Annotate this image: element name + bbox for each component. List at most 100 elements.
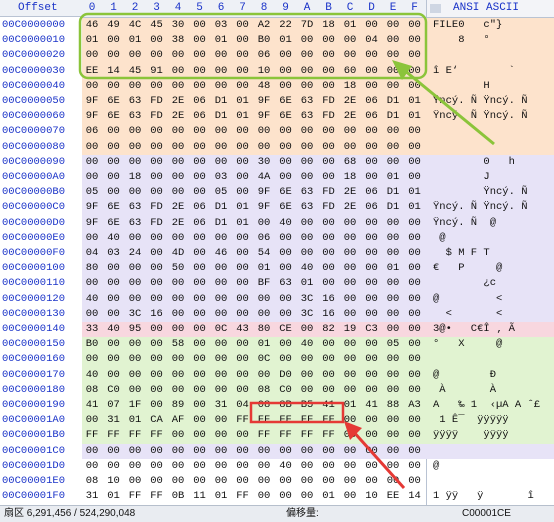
hex-byte[interactable]: 00 [85,444,99,457]
hex-byte[interactable]: 00 [365,262,378,275]
hex-byte[interactable]: 00 [300,368,314,381]
hex-byte[interactable]: EE [85,64,99,77]
hex-byte[interactable]: 00 [193,262,206,275]
hex-byte[interactable]: 01 [322,490,335,503]
hex-byte[interactable]: 00 [150,171,163,183]
hex-byte[interactable]: 91 [150,64,163,77]
hex-byte[interactable]: 00 [193,231,206,244]
hex-byte[interactable]: 00 [150,353,163,366]
hex-byte[interactable]: 00 [107,277,120,290]
hex-byte[interactable]: 00 [150,383,163,396]
hex-byte[interactable]: 10 [365,490,378,503]
hex-byte[interactable]: 04 [365,34,378,47]
hex-byte[interactable]: 00 [279,490,292,503]
hex-byte[interactable]: 16 [322,292,335,305]
hex-byte[interactable]: 00 [85,49,99,62]
hex-row[interactable]: 00C0000030 EE 14 45 91 00 00 00 00 10 00 00 00 60 00 00… [0,64,554,79]
hex-byte[interactable]: FF [322,414,335,427]
hex-byte[interactable]: 00 [171,140,185,153]
hex-byte[interactable]: 00 [365,459,378,472]
hex-byte[interactable]: CE [279,323,292,335]
hex-byte[interactable]: C0 [107,383,120,396]
hex-byte[interactable]: 00 [171,292,185,305]
hex-byte[interactable]: 3C [300,307,314,320]
hex-byte[interactable]: 00 [193,19,206,31]
hex-byte[interactable]: 00 [257,307,271,320]
hex-byte[interactable]: 00 [257,475,271,487]
hex-byte[interactable]: 4C [128,19,142,31]
hex-byte[interactable]: 40 [300,262,314,275]
hex-byte[interactable]: 00 [214,353,228,366]
hex-byte[interactable]: 00 [408,79,421,92]
hex-byte[interactable]: 00 [408,19,421,31]
hex-row[interactable]: 00C0000070 06 00 00 00 00 00 00 00 00 00 00 00 00 00 00… [0,124,554,139]
hex-byte[interactable]: 00 [193,399,206,411]
hex-byte[interactable]: 00 [257,459,271,472]
hex-row[interactable]: 00C0000020 00 00 00 00 00 00 00 00 06 00 00 00 00 00 00… [0,48,554,63]
hex-byte[interactable]: 00 [236,19,249,31]
hex-byte[interactable]: 41 [85,399,99,411]
hex-byte[interactable]: 63 [128,95,142,107]
hex-byte[interactable]: 00 [365,307,378,320]
hex-byte[interactable]: 00 [300,171,314,183]
hex-byte[interactable]: 00 [300,34,314,47]
hex-byte[interactable]: FF [236,414,249,427]
hex-byte[interactable]: 00 [85,307,99,320]
hex-byte[interactable]: 00 [322,247,335,259]
hex-byte[interactable]: 00 [257,140,271,153]
hex-byte[interactable]: 00 [150,444,163,457]
hex-byte[interactable]: 00 [386,19,400,31]
hex-byte[interactable]: 4A [257,171,271,183]
hex-byte[interactable]: 00 [128,186,142,199]
hex-row[interactable]: 00C0000170 40 00 00 00 00 00 00 00 00 D0 00 00 00 00 00… [0,368,554,383]
hex-byte[interactable]: 2E [171,95,185,107]
hex-byte[interactable]: FF [107,429,120,442]
hex-byte[interactable]: 00 [322,383,335,396]
hex-byte[interactable]: FD [322,201,335,214]
hex-byte[interactable]: 00 [343,262,357,275]
hex-byte[interactable]: 00 [408,262,421,275]
hex-byte[interactable]: CA [150,414,163,427]
hex-byte[interactable]: 49 [107,19,120,31]
hex-byte[interactable]: 00 [214,368,228,381]
hex-byte[interactable]: 00 [322,338,335,351]
hex-byte[interactable]: 00 [365,79,378,92]
hex-byte[interactable]: 00 [408,171,421,183]
hex-byte[interactable]: 00 [85,353,99,366]
hex-byte[interactable]: 00 [107,292,120,305]
hex-byte[interactable]: 82 [322,323,335,335]
hex-byte[interactable]: 00 [322,231,335,244]
hex-byte[interactable]: 00 [279,292,292,305]
hex-byte[interactable]: 00 [408,216,421,229]
ascii-text[interactable]: @ [433,231,446,244]
hex-byte[interactable]: 00 [150,459,163,472]
hex-byte[interactable]: 00 [365,444,378,457]
hex-row[interactable]: 00C0000050 9F 6E 63 FD 2E 06 D1 01 9F 6E 63 FD 2E 06 D1… [0,94,554,109]
hex-byte[interactable]: 00 [150,247,163,259]
hex-row[interactable]: 00C0000040 00 00 00 00 00 00 00 00 48 00 00 00 18 00 00… [0,79,554,94]
hex-row[interactable]: 00C00001C0 00 00 00 00 00 00 00 00 00 00 00 00 00 00 00… [0,444,554,459]
hex-row[interactable]: 00C0000100 80 00 00 00 50 00 00 00 01 00 40 00 00 00 01… [0,261,554,276]
hex-byte[interactable]: 00 [150,475,163,487]
hex-byte[interactable]: 00 [386,216,400,229]
hex-byte[interactable]: D1 [386,201,400,214]
hex-byte[interactable]: 00 [107,140,120,153]
hex-byte[interactable]: 00 [279,171,292,183]
hex-byte[interactable]: 00 [150,277,163,290]
hex-byte[interactable]: 00 [343,490,357,503]
hex-byte[interactable]: 05 [386,338,400,351]
hex-byte[interactable]: 33 [85,323,99,335]
hex-byte[interactable]: FD [322,95,335,107]
hex-byte[interactable]: 00 [279,155,292,168]
hex-byte[interactable]: FF [150,429,163,442]
hex-byte[interactable]: 6E [279,201,292,214]
hex-byte[interactable]: 00 [193,64,206,77]
hex-byte[interactable]: 00 [171,186,185,199]
hex-byte[interactable]: 00 [236,383,249,396]
hex-row[interactable]: 00C0000000 46 49 4C 45 30 00 03 00 A2 22 7D 18 01 00 00… [0,18,554,33]
hex-byte[interactable]: 40 [279,459,292,472]
hex-byte[interactable]: FD [150,201,163,214]
hex-byte[interactable]: 00 [171,231,185,244]
hex-byte[interactable]: 00 [128,125,142,138]
hex-byte[interactable]: 08 [85,383,99,396]
